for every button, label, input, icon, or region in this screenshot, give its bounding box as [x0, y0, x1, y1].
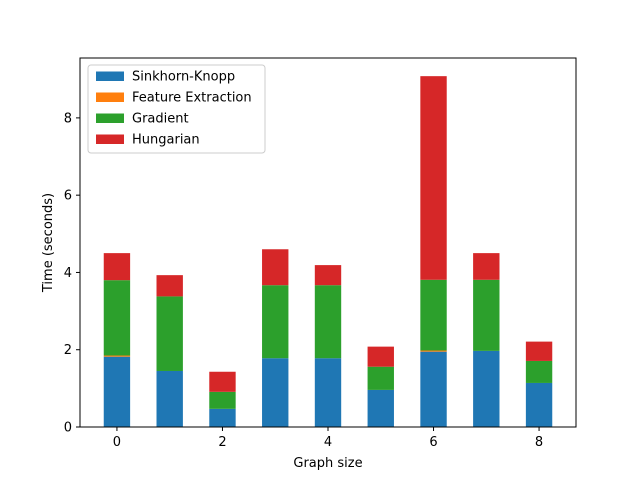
bar-segment-3-4	[314, 265, 342, 286]
bar-segment-0-5	[367, 389, 394, 427]
legend-swatch-2	[96, 113, 124, 123]
bar-segment-3-6	[420, 76, 447, 280]
x-axis-ticks: 0 2 4 6 8	[113, 427, 543, 450]
bar-segment-3-7	[473, 253, 500, 280]
legend: Sinkhorn-Knopp Feature Extraction Gradient…	[87, 64, 266, 154]
bar-segment-2-1	[156, 296, 183, 371]
bar-segment-3-8	[525, 341, 553, 361]
bar-segment-2-5	[367, 366, 394, 390]
bar-segment-1-0	[103, 355, 131, 357]
bar-segment-3-2	[209, 371, 236, 392]
bars-layer	[103, 76, 553, 427]
bar-segment-0-0	[103, 356, 131, 427]
legend-swatch-0	[96, 71, 124, 81]
x-tick-label: 0	[113, 435, 121, 450]
bar-segment-1-6	[420, 350, 447, 352]
legend-swatch-3	[96, 134, 124, 144]
bar-segment-2-2	[209, 391, 236, 409]
y-tick-label: 4	[64, 266, 72, 281]
legend-label-3: Hungarian	[132, 133, 200, 148]
y-axis-ticks: 0 2 4 6 8	[64, 111, 80, 436]
bar-segment-0-6	[420, 351, 447, 427]
legend-box	[87, 64, 266, 154]
y-tick-label: 6	[64, 189, 72, 204]
x-tick-label: 8	[535, 435, 543, 450]
bar-segment-0-2	[209, 408, 236, 427]
legend-label-2: Gradient	[132, 112, 189, 127]
x-axis-label: Graph size	[293, 456, 362, 471]
bar-segment-3-1	[156, 275, 183, 297]
bar-segment-3-0	[103, 253, 131, 281]
legend-label-1: Feature Extraction	[132, 91, 252, 106]
bar-segment-0-1	[156, 370, 183, 427]
y-tick-label: 0	[64, 421, 72, 436]
legend-swatch-1	[96, 92, 124, 102]
bar-segment-0-8	[525, 382, 553, 427]
bar-segment-0-7	[473, 350, 500, 427]
bar-segment-3-3	[262, 249, 289, 286]
y-tick-label: 8	[64, 111, 72, 126]
y-tick-label: 2	[64, 343, 72, 358]
bar-segment-2-4	[314, 285, 342, 359]
bar-segment-3-5	[367, 346, 394, 367]
x-tick-label: 2	[218, 435, 226, 450]
bar-segment-0-3	[262, 358, 289, 427]
bar-segment-2-8	[525, 360, 553, 383]
y-axis-label: Time (seconds)	[41, 193, 56, 293]
legend-label-0: Sinkhorn-Knopp	[132, 70, 235, 85]
bar-segment-2-7	[473, 279, 500, 351]
bar-segment-2-6	[420, 279, 447, 351]
x-tick-label: 6	[429, 435, 437, 450]
x-tick-label: 4	[324, 435, 332, 450]
bar-segment-0-4	[314, 358, 342, 427]
bar-segment-2-0	[103, 280, 131, 356]
bar-segment-2-3	[262, 285, 289, 359]
